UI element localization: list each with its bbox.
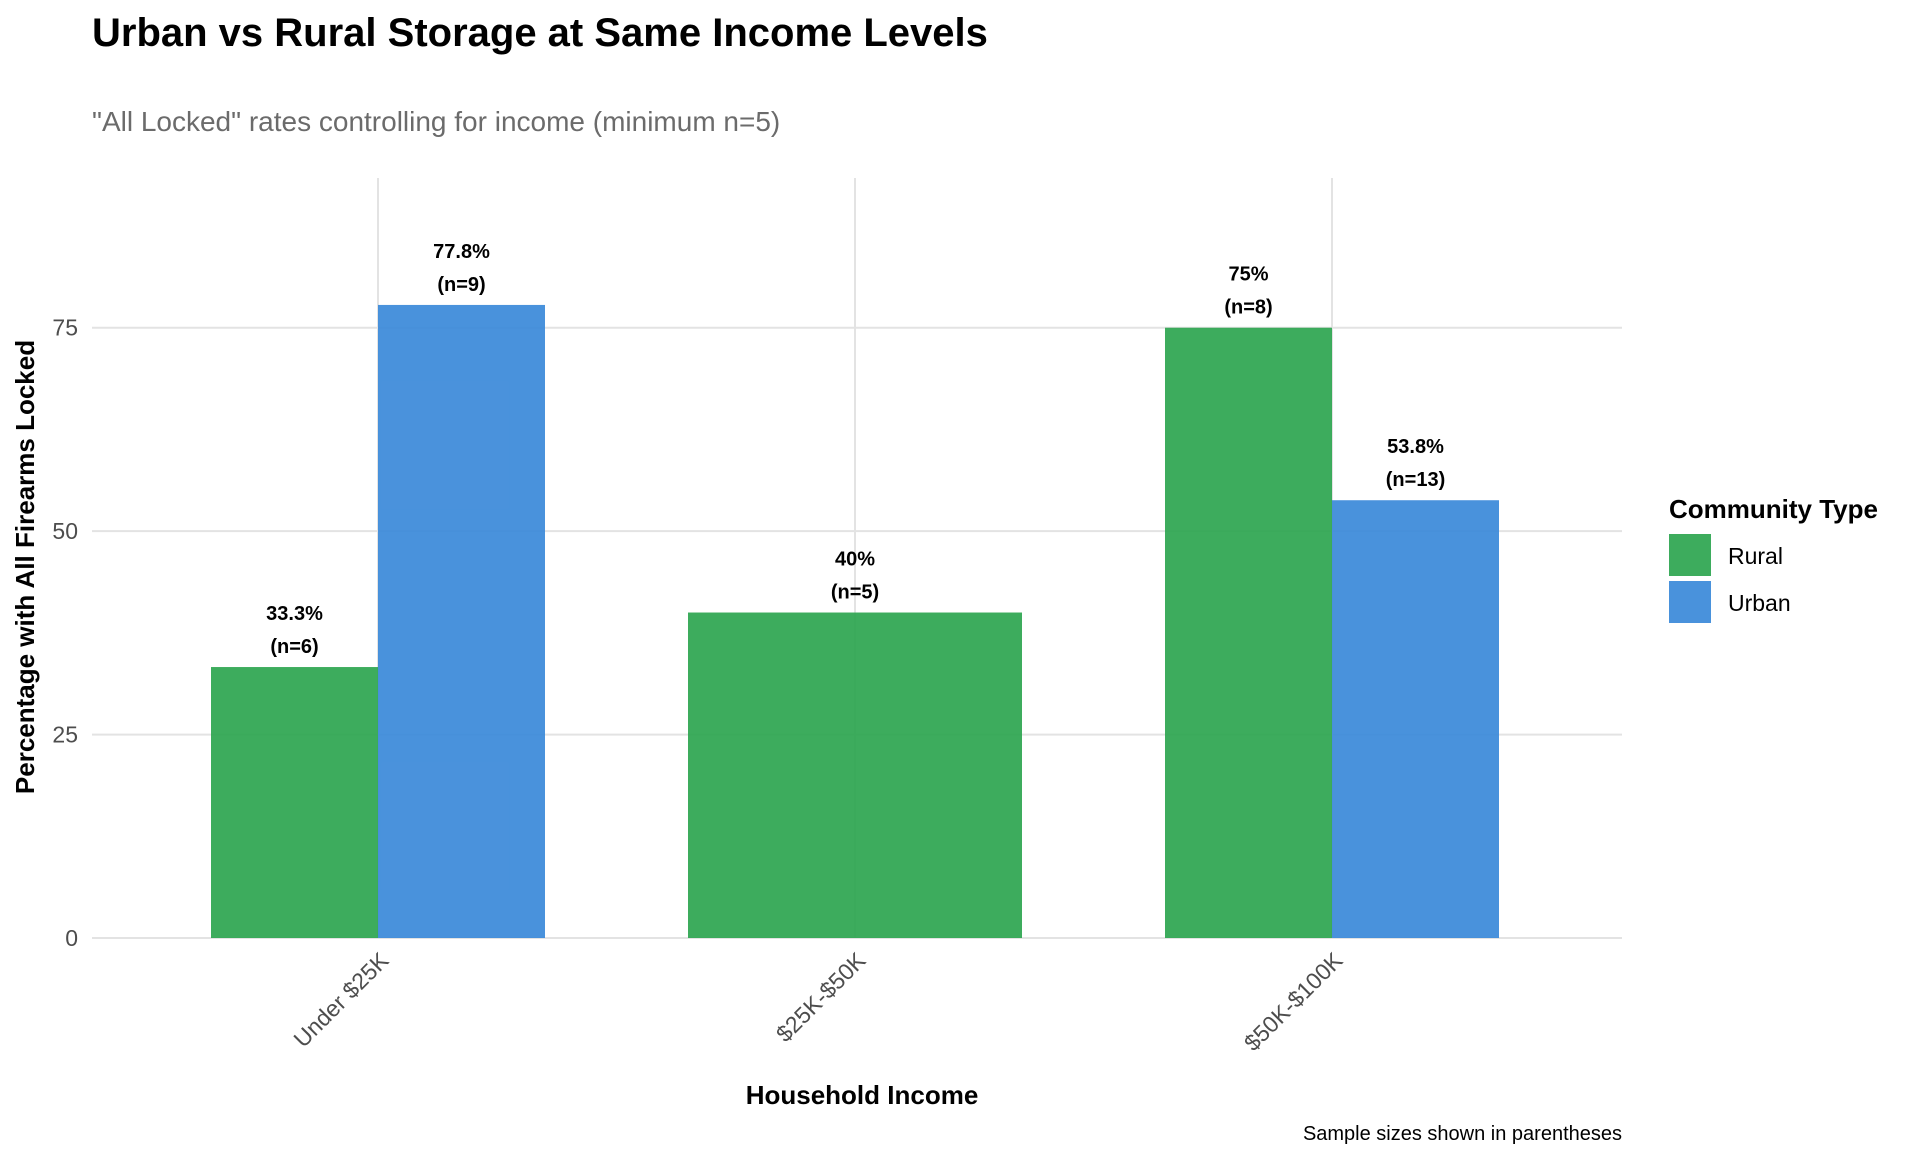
bar-value-label: 77.8%	[433, 241, 490, 263]
y-tick-label: 50	[52, 518, 78, 544]
bar-rural	[688, 612, 1022, 938]
bar-layer	[211, 304, 1499, 939]
x-tick-label: $25K-$50K	[771, 947, 871, 1047]
bar-urban	[378, 304, 545, 939]
bar-value-label: 33.3%	[266, 603, 323, 625]
bar-value-label: 40%	[835, 549, 875, 571]
chart-title: Urban vs Rural Storage at Same Income Le…	[92, 11, 988, 55]
y-axis-title: Percentage with All Firearms Locked	[10, 340, 40, 794]
bar-rural	[211, 667, 378, 938]
x-tick-label: $50K-$100K	[1239, 947, 1348, 1056]
bar-n-label: (n=5)	[831, 582, 879, 604]
y-tick-label: 0	[65, 925, 78, 951]
y-axis: 0 25 50 75	[52, 315, 78, 951]
legend-title: Community Type	[1669, 494, 1878, 524]
bar-rural	[1165, 327, 1332, 938]
legend-swatch-urban	[1669, 581, 1711, 623]
bar-value-label: 53.8%	[1387, 436, 1444, 458]
bar-n-label: (n=9)	[437, 274, 485, 296]
y-tick-label: 25	[52, 722, 78, 748]
x-axis: Under $25K $25K-$50K $50K-$100K	[288, 947, 1348, 1056]
bar-urban	[1332, 500, 1499, 938]
bar-n-label: (n=13)	[1386, 469, 1445, 491]
legend-label-rural: Rural	[1728, 543, 1783, 569]
bar-n-label: (n=8)	[1224, 297, 1272, 319]
bar-value-label: 75%	[1228, 264, 1268, 286]
y-tick-label: 75	[52, 315, 78, 341]
x-axis-title: Household Income	[746, 1080, 979, 1110]
legend-swatch-rural	[1669, 534, 1711, 576]
x-tick-label: Under $25K	[288, 947, 394, 1053]
bar-label-layer: 33.3% (n=6) 77.8% (n=9) 40% (n=5) 75% (n=8) 53.8…	[266, 241, 1445, 658]
bar-n-label: (n=6)	[270, 636, 318, 658]
legend-label-urban: Urban	[1728, 590, 1791, 616]
chart-subtitle: "All Locked" rates controlling for incom…	[92, 106, 780, 137]
legend: Community Type Rural Urban	[1669, 494, 1878, 623]
chart-caption: Sample sizes shown in parentheses	[1303, 1123, 1622, 1145]
